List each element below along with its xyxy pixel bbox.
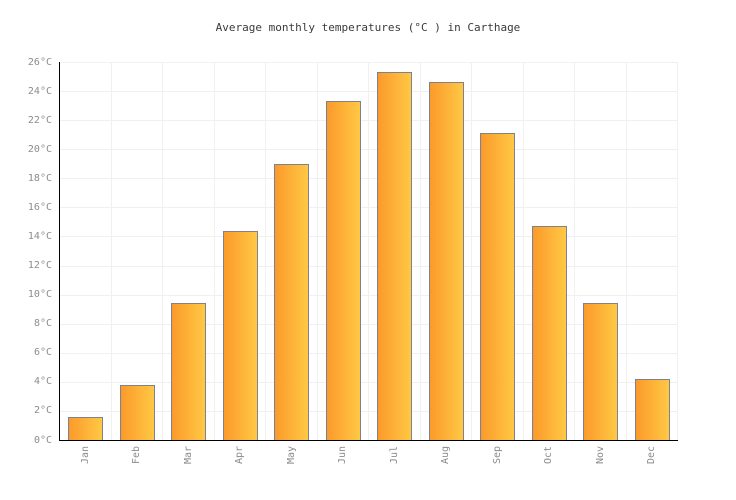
h-gridline-26 xyxy=(60,62,678,63)
y-tick-label-26: 26°C xyxy=(27,56,52,68)
x-tick-label-feb: Feb xyxy=(131,445,143,465)
temp-bar-dec[interactable] xyxy=(634,378,670,440)
x-tick-label-may: May xyxy=(285,445,297,465)
y-tick-label-6: 6°C xyxy=(33,347,52,359)
y-tick-label-20: 20°C xyxy=(27,143,52,155)
x-tick-label-jan: Jan xyxy=(79,445,91,465)
x-tick-label-aug: Aug xyxy=(440,445,452,465)
y-tick-label-2: 2°C xyxy=(33,405,52,417)
temp-bar-jul[interactable] xyxy=(377,72,413,440)
y-tick-label-24: 24°C xyxy=(27,85,52,97)
h-gridline-4 xyxy=(60,381,678,383)
v-gridline-11 xyxy=(625,62,627,440)
temp-bar-apr[interactable] xyxy=(222,230,258,440)
h-gridline-22 xyxy=(60,120,678,122)
x-tick-label-sep: Sep xyxy=(491,445,503,465)
y-tick-label-8: 8°C xyxy=(33,318,52,330)
y-tick-label-14: 14°C xyxy=(27,230,52,242)
v-gridline-2 xyxy=(162,62,163,440)
x-tick-label-nov: Nov xyxy=(594,445,606,465)
x-tick-label-mar: Mar xyxy=(182,445,194,465)
y-tick-label-18: 18°C xyxy=(27,172,52,184)
y-tick-label-22: 22°C xyxy=(27,114,52,126)
v-gridline-7 xyxy=(419,62,421,440)
x-tick-label-dec: Dec xyxy=(646,445,658,465)
h-gridline-6 xyxy=(60,352,678,354)
temp-bar-may[interactable] xyxy=(274,163,310,440)
y-tick-label-10: 10°C xyxy=(27,289,52,301)
v-gridline-5 xyxy=(316,62,318,440)
temp-bar-jan[interactable] xyxy=(68,416,104,440)
h-gridline-14 xyxy=(60,236,678,238)
y-tick-label-4: 4°C xyxy=(33,376,52,388)
v-gridline-3 xyxy=(213,62,215,440)
plot-area xyxy=(59,62,678,441)
h-gridline-20 xyxy=(60,149,678,151)
temp-bar-aug[interactable] xyxy=(428,82,464,440)
y-tick-label-0: 0°C xyxy=(33,434,52,446)
v-gridline-12 xyxy=(677,62,678,440)
x-tick-label-jun: Jun xyxy=(337,445,349,465)
v-gridline-4 xyxy=(265,62,266,440)
temp-bar-jun[interactable] xyxy=(325,101,361,440)
h-gridline-24 xyxy=(60,91,678,93)
v-gridline-1 xyxy=(110,62,112,440)
v-gridline-9 xyxy=(522,62,524,440)
h-gridline-2 xyxy=(60,410,678,412)
chart-title: Average monthly temperatures (°C ) in Ca… xyxy=(215,21,521,34)
v-gridline-10 xyxy=(574,62,575,440)
temp-bar-feb[interactable] xyxy=(119,384,155,440)
temp-bar-oct[interactable] xyxy=(531,226,567,440)
temp-bar-sep[interactable] xyxy=(480,133,516,440)
y-tick-label-16: 16°C xyxy=(27,201,52,213)
h-gridline-10 xyxy=(60,294,678,296)
h-gridline-12 xyxy=(60,265,678,267)
x-tick-label-jul: Jul xyxy=(388,445,400,465)
x-tick-label-oct: Oct xyxy=(543,445,555,465)
temp-bar-mar[interactable] xyxy=(171,303,207,440)
y-tick-label-12: 12°C xyxy=(27,260,52,272)
h-gridline-8 xyxy=(60,323,678,325)
temp-bar-nov[interactable] xyxy=(583,303,619,440)
v-gridline-6 xyxy=(368,62,369,440)
v-gridline-8 xyxy=(471,62,472,440)
h-gridline-16 xyxy=(60,207,678,209)
h-gridline-18 xyxy=(60,178,678,180)
x-tick-label-apr: Apr xyxy=(234,445,246,465)
